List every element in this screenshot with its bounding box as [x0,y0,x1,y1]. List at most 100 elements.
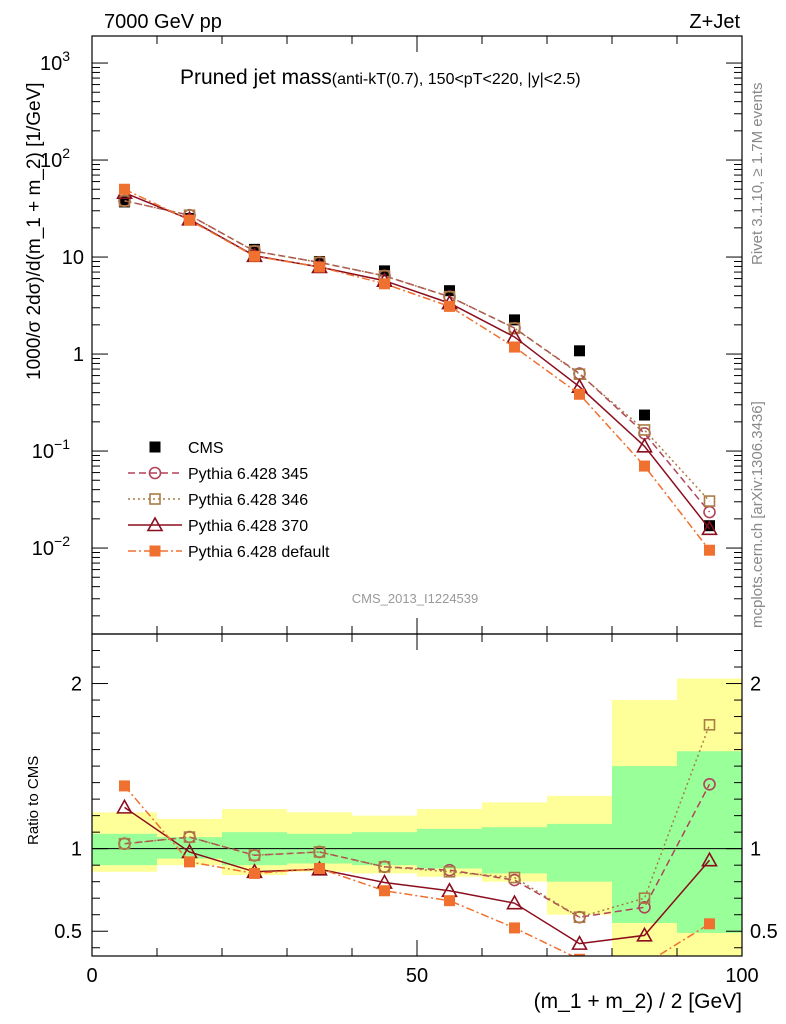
main-point-4-6 [509,341,520,353]
band-green-9 [677,751,742,933]
main-point-0-7 [574,345,585,357]
y-tick-label: 102 [40,145,70,172]
x-axis-title: (m_1 + m_2) / 2 [GeV] [534,990,742,1013]
ratio-point-1-5 [443,865,456,878]
ratio-y-tick-label: 2 [71,674,82,696]
main-point-4-7 [574,388,585,400]
main-line-1 [124,200,711,513]
ratio-point-3-3 [314,862,325,874]
plot-title: Pruned jet mass(anti-kT(0.7), 150<pT<220… [180,66,581,89]
main-point-4-9 [704,544,715,556]
ratio-line-2 [124,806,711,945]
legend-label-1: Pythia 6.428 345 [188,466,308,483]
ratio-series-group [116,719,718,970]
ratio-point-2-9 [701,851,718,867]
legend-marker-3 [146,516,164,532]
ratio-point-3-2 [249,867,260,879]
ratio-point-1-0 [118,837,131,850]
main-point-1-8 [638,427,651,440]
ratio-y-tick-label: 1 [71,839,82,861]
legend: CMS Pythia 6.428 345 Pythia 6.428 346 Pythi… [128,440,330,561]
ratio-point-1-6 [508,871,521,884]
y-tick-label: 10−1 [32,436,70,463]
ratio-y-axis-title: Ratio to CMS [25,756,42,845]
rivet-version-label: Rivet 3.1.10, ≥ 1.7M events [749,83,766,266]
ratio-point-1-2 [248,849,261,862]
ratio-point-1-1 [183,831,196,843]
band-green-6 [482,827,547,874]
main-point-4-8 [639,460,650,472]
main-point-0-9 [704,520,715,532]
ratio-point-1-4 [378,861,391,873]
band-green-8 [612,766,677,923]
main-point-2-9 [703,495,716,507]
process-label: Z+Jet [689,11,740,33]
legend-marker-1 [148,466,162,480]
legend-marker-0 [149,441,161,453]
ratio-point-3-7 [574,953,585,956]
y-tick-label: 103 [40,48,70,75]
analysis-id-label: CMS_2013_I1224539 [352,591,479,606]
x-tick-label: 50 [406,965,428,987]
ratio-y-tick-label-right: 1 [750,839,761,861]
main-point-4-4 [379,278,390,290]
main-point-3-8 [636,437,653,453]
main-point-4-5 [444,300,455,312]
x-tick-label: 100 [725,965,758,987]
ratio-point-2-6 [506,894,523,910]
x-tick-label: 0 [86,965,97,987]
legend-label-0: CMS [188,440,224,457]
main-point-0-0 [119,196,130,208]
energy-label: 7000 GeV pp [104,11,222,33]
legend-marker-2 [149,493,161,505]
main-point-0-8 [639,409,650,421]
ratio-point-3-5 [444,895,455,907]
ratio-point-3-8 [639,959,650,970]
legend-label-4: Pythia 6.428 default [188,544,330,561]
plot-title-main: Pruned jet mass [180,66,332,89]
ratio-point-3-1 [184,856,195,868]
ratio-line-0 [124,783,711,918]
ratio-point-3-6 [509,922,520,934]
mcplots-label: mcplots.cern.ch [arXiv:1306.3436] [749,401,766,628]
main-point-2-8 [638,424,651,436]
main-point-0-6 [509,314,520,326]
ratio-line-1 [124,724,711,919]
y-tick-label: 10 [62,247,84,269]
legend-label-3: Pythia 6.428 370 [188,518,308,535]
y-tick-label: 1 [73,344,84,366]
band-green-7 [547,823,612,882]
main-point-3-9 [701,520,718,536]
ratio-y-tick-label-right: 2 [750,674,761,696]
ratio-point-1-9 [703,719,716,731]
band-green-1 [157,837,222,859]
main-point-2-0 [118,195,131,207]
main-y-axis-title: 1000/σ 2dσ)/d(m_1 + m_2) [1/GeV] [24,82,45,380]
main-point-4-0 [119,183,130,195]
ratio-point-3-0 [119,780,130,792]
main-line-2 [124,200,711,502]
main-point-4-2 [249,250,260,262]
ratio-point-3-4 [379,885,390,897]
main-point-4-3 [314,261,325,273]
ratio-point-1-8 [638,892,651,905]
legend-label-2: Pythia 6.428 346 [188,492,308,509]
ratio-uncertainty-bands [92,678,742,956]
axis-ticks: 0 50 100 10−2 10−1 1 10 102 103 0.5 0.5 1 1 2 2 [32,36,778,987]
legend-marker-4 [149,545,161,557]
ratio-point-1-3 [313,846,326,858]
ratio-point-2-0 [116,798,133,814]
main-point-2-6 [508,322,521,334]
ratio-point-0-9 [703,777,716,791]
ratio-point-2-8 [636,926,653,942]
ratio-point-0-8 [638,900,651,914]
ratio-y-tick-label-right: 0.5 [750,921,778,943]
ratio-point-2-7 [571,934,588,950]
ratio-line-3 [123,785,710,956]
ratio-point-1-7 [573,911,586,923]
main-series-group [116,183,718,556]
y-tick-label: 10−2 [32,533,70,560]
plot-title-cuts: (anti-kT(0.7), 150<pT<220, |y|<2.5) [332,71,581,88]
ratio-point-3-9 [704,918,715,930]
